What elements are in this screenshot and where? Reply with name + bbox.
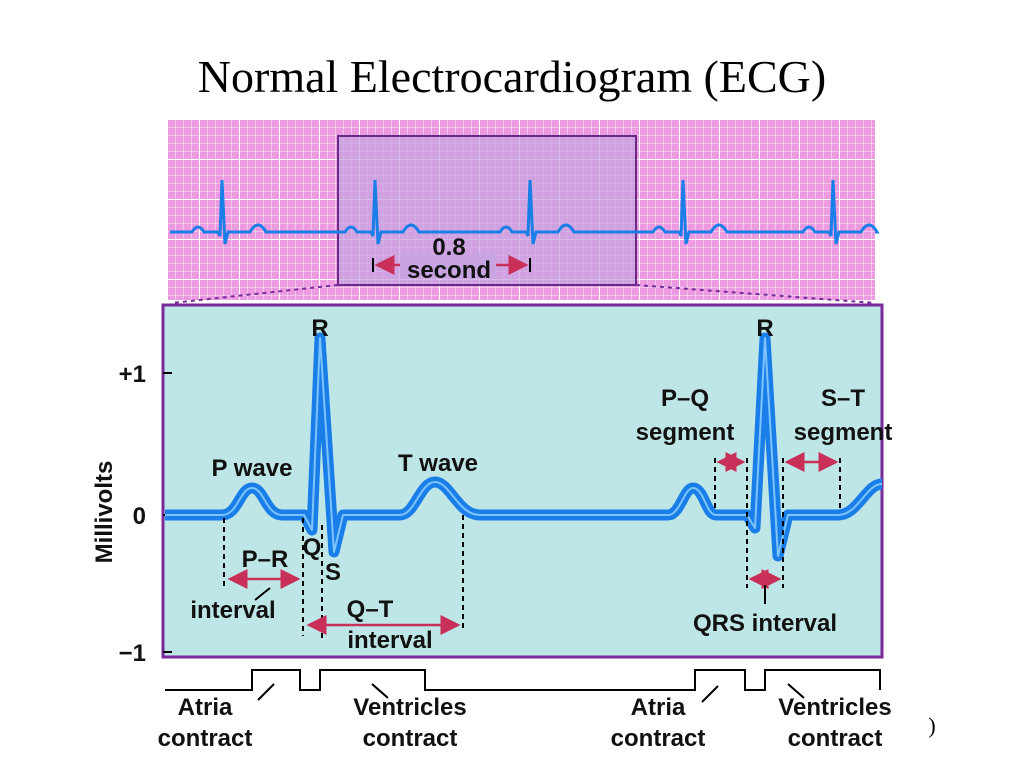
phase-label: Ventricles bbox=[778, 694, 891, 721]
ecg-trace-highlight bbox=[165, 337, 883, 557]
label-bg bbox=[400, 254, 496, 278]
pr-sub: interval bbox=[190, 597, 275, 624]
t-wave-label: T wave bbox=[398, 450, 478, 477]
axis-label: Millivolts bbox=[91, 461, 118, 564]
pointer bbox=[371, 683, 389, 699]
rhythm-strip: 0.8 second bbox=[168, 120, 880, 300]
phase-label: Ventricles bbox=[353, 694, 466, 721]
zoom-line bbox=[171, 284, 339, 304]
pr-label: P–R bbox=[242, 546, 289, 573]
y-axis: +1 0 −1 Millivolts bbox=[91, 361, 172, 667]
qt-sub: interval bbox=[347, 627, 432, 654]
markers bbox=[223, 452, 841, 640]
strip-trace bbox=[170, 179, 880, 245]
qrs-label: QRS interval bbox=[693, 610, 837, 637]
duration-value: 0.8 bbox=[432, 234, 465, 261]
q-label: Q bbox=[303, 534, 322, 561]
pointer bbox=[701, 685, 719, 703]
st-sub: segment bbox=[794, 419, 893, 446]
duration-unit: second bbox=[407, 257, 491, 284]
pointer bbox=[254, 587, 271, 601]
contraction-labels: Atria contract Ventricles contract Atria… bbox=[158, 683, 892, 752]
s-label: S bbox=[325, 559, 341, 586]
axis-tick-label: 0 bbox=[133, 503, 146, 530]
qt-label: Q–T bbox=[347, 596, 394, 623]
pq-sub: segment bbox=[636, 419, 735, 446]
pq-label: P–Q bbox=[661, 385, 709, 412]
title: Normal Electrocardiogram (ECG) bbox=[198, 51, 826, 102]
r-label: R bbox=[756, 315, 773, 342]
st-label: S–T bbox=[821, 385, 865, 412]
r-label: R bbox=[311, 315, 328, 342]
phase-label: contract bbox=[611, 725, 706, 752]
pointer bbox=[787, 683, 805, 699]
phase-label: contract bbox=[788, 725, 883, 752]
wave-labels: R R P wave T wave Q S P–R interval Q–T i… bbox=[190, 315, 892, 654]
axis-tick-label: −1 bbox=[119, 640, 146, 667]
phase-label: contract bbox=[363, 725, 458, 752]
phase-label: Atria bbox=[178, 694, 233, 721]
pointer bbox=[257, 683, 275, 701]
contraction-timeline bbox=[165, 669, 881, 691]
phase-label: contract bbox=[158, 725, 253, 752]
footnote: ) bbox=[928, 713, 935, 738]
p-wave-label: P wave bbox=[212, 455, 293, 482]
axis-tick-label: +1 bbox=[119, 361, 146, 388]
phase-label: Atria bbox=[631, 694, 686, 721]
